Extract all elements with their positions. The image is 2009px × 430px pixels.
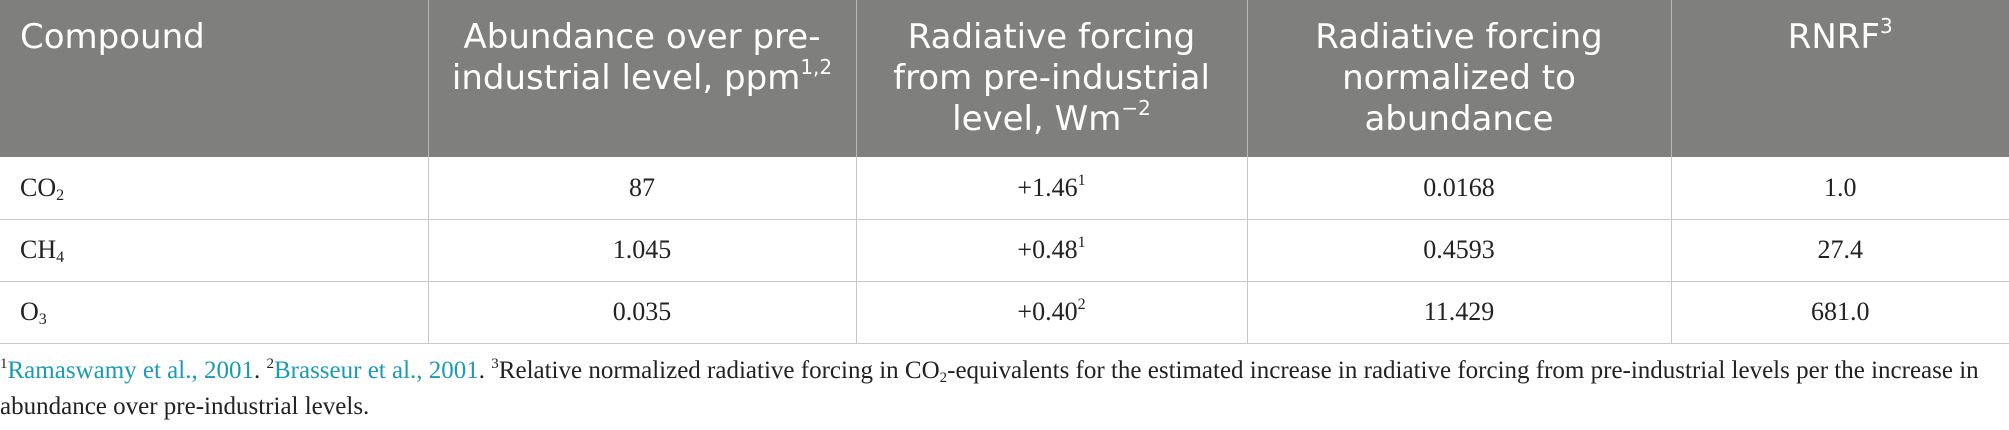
reference-link-brasseur[interactable]: Brasseur et al., 2001 (273, 357, 479, 384)
table-row: CH4 1.045 +0.481 0.4593 27.4 (0, 219, 2009, 282)
cell-abundance: 0.035 (427, 281, 856, 344)
cell-forcing: +0.402 (855, 281, 1247, 344)
header-radiative-forcing: Radiative forcing from pre-industrial le… (855, 0, 1247, 157)
table-footnote: 1Ramaswamy et al., 2001. 2Brasseur et al… (0, 353, 2000, 425)
table-body: CO2 87 +1.461 0.0168 1.0 CH4 1.045 +0.48… (0, 157, 2009, 344)
footnote-subscript: 2 (939, 370, 948, 386)
data-table-container: Compound Abundance over pre-industrial l… (0, 0, 2009, 344)
cell-normalized: 0.0168 (1246, 157, 1671, 220)
cell-abundance: 1.045 (427, 219, 856, 282)
cell-normalized: 11.429 (1246, 281, 1671, 344)
footnote-marker-1: 1 (0, 356, 8, 372)
header-rnrf: RNRF3 (1670, 0, 2009, 157)
cell-abundance: 87 (427, 157, 856, 220)
footnote-marker-3: 3 (491, 356, 499, 372)
cell-rnrf: 681.0 (1670, 281, 2009, 344)
cell-compound: O3 (0, 281, 428, 344)
header-abundance: Abundance over pre-industrial level, ppm… (427, 0, 856, 157)
cell-rnrf: 1.0 (1670, 157, 2009, 220)
footnote-text-continued: -equivalents for the estimated increase … (0, 357, 1979, 420)
header-normalized-forcing: Radiative forcing normalized to abundanc… (1246, 0, 1671, 157)
header-row: Compound Abundance over pre-industrial l… (0, 0, 2009, 157)
cell-normalized: 0.4593 (1246, 219, 1671, 282)
cell-forcing: +0.481 (855, 219, 1247, 282)
cell-forcing: +1.461 (855, 157, 1247, 220)
table-row: CO2 87 +1.461 0.0168 1.0 (0, 157, 2009, 220)
footnote-marker-2: 2 (266, 356, 274, 372)
data-table: Compound Abundance over pre-industrial l… (0, 0, 2009, 344)
cell-rnrf: 27.4 (1670, 219, 2009, 282)
header-compound: Compound (20, 17, 205, 57)
footnote-text: Relative normalized radiative forcing in… (498, 357, 940, 384)
footnote-separator: . (478, 357, 492, 384)
cell-compound: CO2 (0, 157, 428, 220)
reference-link-ramaswamy[interactable]: Ramaswamy et al., 2001 (7, 357, 254, 384)
footnote-separator: . (253, 357, 267, 384)
table-row: O3 0.035 +0.402 11.429 681.0 (0, 281, 2009, 344)
cell-compound: CH4 (0, 219, 428, 282)
table-header: Compound Abundance over pre-industrial l… (0, 0, 2009, 157)
